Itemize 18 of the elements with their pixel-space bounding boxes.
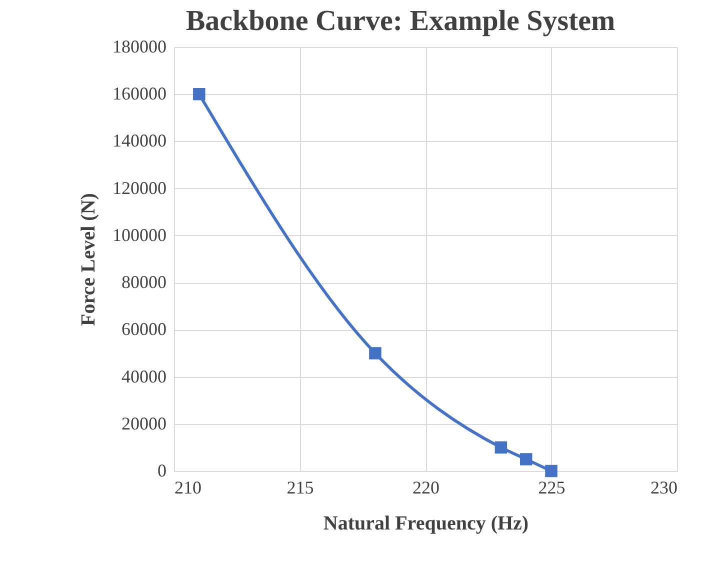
y-tick-label: 0 [158, 460, 166, 480]
x-axis-title: Natural Frequency (Hz) [323, 512, 529, 534]
y-tick-label: 180000 [112, 36, 166, 56]
x-tick-label: 215 [286, 478, 314, 498]
y-tick-label: 80000 [122, 272, 166, 292]
x-tick-label: 220 [412, 478, 440, 498]
x-tick-label: 230 [650, 478, 678, 498]
y-tick-label: 100000 [112, 224, 166, 245]
y-tick-label: 60000 [122, 319, 166, 340]
y-tick-label: 20000 [122, 413, 166, 434]
y-tick-label: 120000 [112, 178, 166, 198]
x-tick-label: 225 [538, 478, 566, 498]
y-tick-label: 140000 [112, 130, 166, 151]
chart-title: Backbone Curve: Example System [186, 5, 616, 37]
y-axis-title: Force Level (N) [78, 193, 100, 326]
y-tick-label: 40000 [122, 366, 166, 386]
x-tick-label: 210 [174, 478, 202, 498]
y-tick-label: 160000 [112, 84, 166, 104]
